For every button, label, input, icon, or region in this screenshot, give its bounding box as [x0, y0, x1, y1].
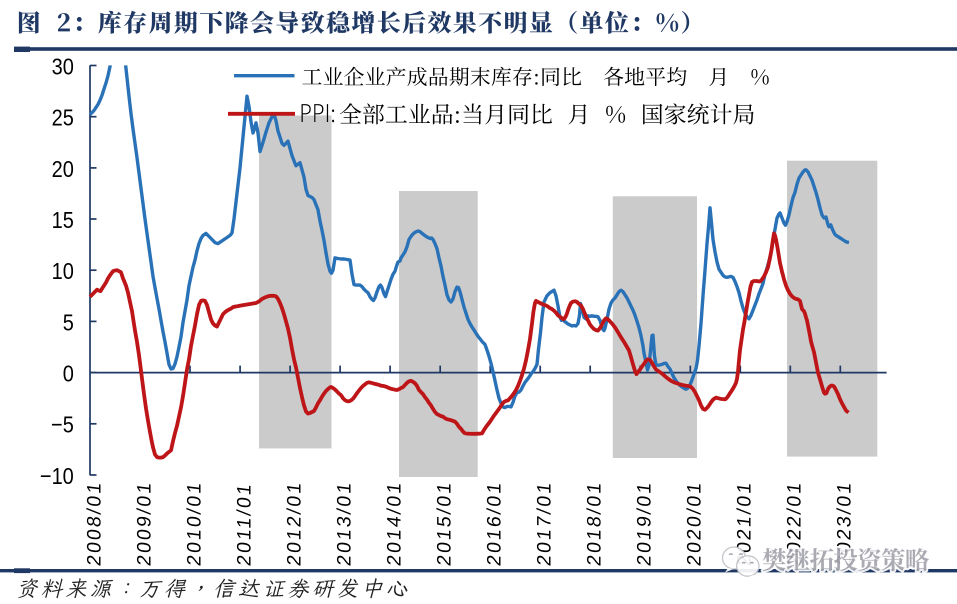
- svg-text:2022/01: 2022/01: [784, 479, 806, 567]
- svg-text:2020/01: 2020/01: [684, 479, 706, 567]
- svg-text:2016/01: 2016/01: [484, 479, 506, 567]
- svg-text:20: 20: [52, 155, 74, 182]
- svg-text:2010/01: 2010/01: [183, 479, 205, 567]
- svg-text:−10: −10: [40, 462, 74, 489]
- svg-text:10: 10: [52, 258, 74, 285]
- svg-text:30: 30: [52, 53, 74, 80]
- svg-text:2017/01: 2017/01: [534, 479, 556, 567]
- svg-text:2018/01: 2018/01: [584, 479, 606, 567]
- svg-text:2021/01: 2021/01: [734, 479, 756, 567]
- svg-text:5: 5: [63, 309, 74, 336]
- svg-text:15: 15: [52, 206, 74, 233]
- svg-text:2008/01: 2008/01: [83, 479, 105, 567]
- svg-text:2019/01: 2019/01: [634, 479, 656, 567]
- svg-text:2011/01: 2011/01: [234, 481, 256, 567]
- svg-text:−5: −5: [51, 411, 74, 438]
- svg-text:2014/01: 2014/01: [384, 479, 406, 567]
- svg-text:2015/01: 2015/01: [434, 479, 456, 567]
- svg-text:2013/01: 2013/01: [334, 479, 356, 567]
- svg-text:2012/01: 2012/01: [284, 479, 306, 567]
- svg-text:2009/01: 2009/01: [133, 479, 155, 567]
- svg-text:2023/01: 2023/01: [834, 479, 856, 567]
- svg-text:25: 25: [52, 104, 74, 131]
- svg-text:0: 0: [63, 360, 74, 387]
